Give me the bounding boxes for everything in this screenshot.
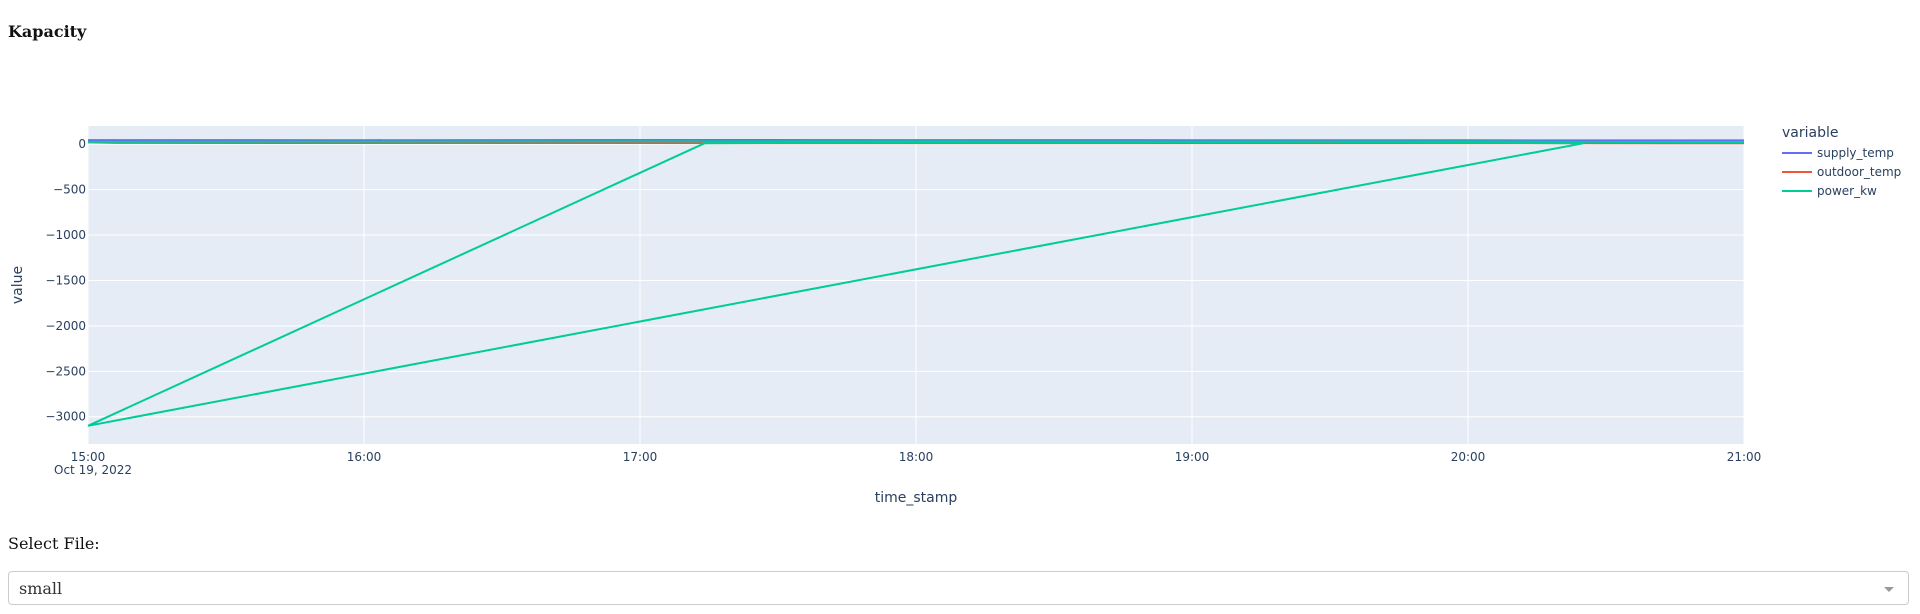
- x-tick-label: 15:00: [71, 450, 106, 464]
- file-select-dropdown[interactable]: small: [8, 571, 1909, 605]
- x-tick-label: 18:00: [899, 450, 934, 464]
- y-tick-label: −1000: [45, 228, 86, 242]
- select-file-label: Select File:: [8, 534, 100, 553]
- legend-item-label: outdoor_temp: [1817, 165, 1901, 179]
- y-tick-label: −2500: [45, 364, 86, 378]
- page-title: Kapacity: [8, 22, 87, 41]
- x-tick-label: 21:00: [1727, 450, 1762, 464]
- x-tick-label: 17:00: [623, 450, 658, 464]
- x-tick-label: 16:00: [347, 450, 382, 464]
- y-tick-label: −3000: [45, 410, 86, 424]
- y-axis-title: value: [10, 266, 26, 304]
- legend-item-label: supply_temp: [1817, 146, 1894, 160]
- x-date-label: Oct 19, 2022: [54, 463, 132, 477]
- series-line: [87, 140, 1745, 144]
- chart-svg: 0 −500 −1000 −1500 −2000 −2500 −3000 15:00 16:0…: [10, 125, 1901, 506]
- x-tick-label: 19:00: [1175, 450, 1210, 464]
- y-tick-label: −500: [53, 183, 86, 197]
- y-tick-label: −1500: [45, 273, 86, 287]
- x-tick-label: 20:00: [1451, 450, 1486, 464]
- file-select-value: small: [19, 579, 63, 598]
- x-axis-title: time_stamp: [875, 490, 958, 506]
- line-chart[interactable]: 0 −500 −1000 −1500 −2000 −2500 −3000 15:00 16:0…: [0, 110, 1920, 510]
- legend-title: variable: [1782, 125, 1838, 141]
- y-tick-label: 0: [78, 137, 86, 151]
- legend-item-label: power_kw: [1817, 184, 1877, 198]
- legend: variable supply_temp outdoor_temp power_kw: [1782, 125, 1901, 198]
- y-tick-label: −2000: [45, 319, 86, 333]
- chevron-down-icon[interactable]: [1884, 587, 1894, 592]
